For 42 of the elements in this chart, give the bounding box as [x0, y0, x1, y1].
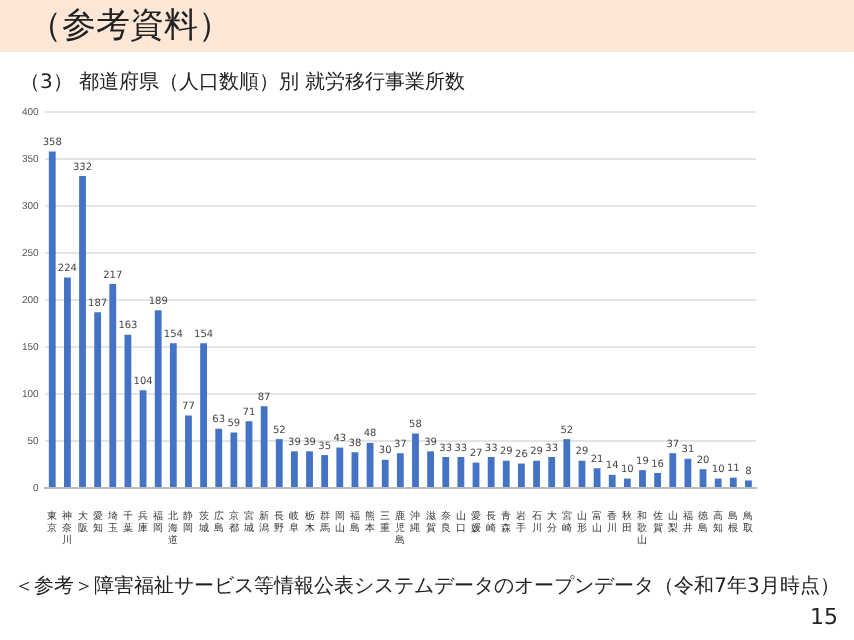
bar: [487, 456, 495, 487]
bar: [79, 175, 86, 487]
bar: [185, 415, 192, 487]
bar: [306, 451, 313, 487]
bar: [729, 477, 737, 487]
text: ＜参考＞障害福祉サービス等情報公表システムデータのオープンデータ（令和7年3月時点）: [12, 573, 842, 600]
chart-subtitle: （3） 都道府県（人口数順）別 就労移行事業所数: [20, 69, 468, 96]
bar: [654, 472, 662, 487]
bar: [518, 463, 525, 487]
bar: [336, 447, 344, 487]
bar: [684, 458, 692, 487]
text: 15: [810, 604, 838, 630]
bar: [109, 284, 117, 487]
bar: [623, 478, 631, 487]
bar: [412, 433, 419, 487]
bar: [275, 439, 283, 487]
bar: [608, 474, 616, 487]
bar: [321, 455, 329, 487]
bar: [457, 456, 465, 487]
bar: [396, 453, 404, 487]
bar: [230, 432, 238, 487]
bar: [442, 456, 450, 487]
bar: [291, 451, 298, 487]
bar: [669, 453, 677, 487]
bar: [533, 460, 540, 487]
bar: [215, 428, 223, 487]
bar: [714, 478, 722, 487]
bar: [94, 312, 102, 487]
bar: [48, 151, 56, 487]
bar: [169, 343, 177, 487]
bar: [745, 480, 752, 487]
bar: [563, 439, 571, 487]
bar: [260, 406, 268, 487]
bar: [200, 343, 207, 487]
bar: [548, 456, 556, 487]
bar: [502, 460, 510, 487]
bar: [154, 310, 162, 487]
bar: [381, 459, 389, 487]
bar: [427, 451, 435, 487]
bar: [63, 277, 71, 487]
chart-title: （参考資料）: [0, 0, 854, 52]
bar: [639, 470, 646, 487]
